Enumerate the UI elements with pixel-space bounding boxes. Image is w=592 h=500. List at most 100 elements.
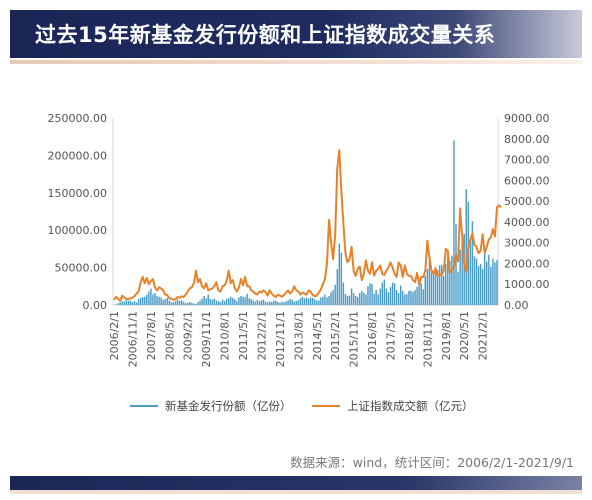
bar xyxy=(232,297,234,305)
bar xyxy=(297,300,300,305)
x-tick-label: 2006/2/1 xyxy=(108,311,121,360)
y-right-tick-label: 1000.00 xyxy=(504,278,550,291)
y-right-tick-label: 9000.00 xyxy=(504,112,550,125)
bar xyxy=(211,299,214,305)
bar xyxy=(248,298,250,305)
bar xyxy=(391,282,394,305)
bar xyxy=(373,293,375,305)
bar xyxy=(178,300,181,305)
bar xyxy=(375,290,377,305)
x-tick-label: 2016/8/1 xyxy=(366,311,379,360)
bar xyxy=(180,300,183,305)
bar xyxy=(385,288,388,305)
bar xyxy=(461,241,463,305)
bar xyxy=(348,295,351,305)
bar xyxy=(309,297,312,305)
bar xyxy=(438,265,441,305)
bar xyxy=(426,269,429,305)
y-right-tick-label: 6000.00 xyxy=(504,174,550,187)
bar xyxy=(359,293,361,305)
bar xyxy=(164,299,166,305)
bar xyxy=(146,294,148,305)
bar xyxy=(336,269,338,305)
bar xyxy=(338,243,340,305)
bar xyxy=(488,254,490,305)
x-tick-label: 2020/5/1 xyxy=(458,311,471,360)
bar xyxy=(137,299,140,305)
bar xyxy=(127,300,130,305)
bar xyxy=(230,296,232,305)
bar xyxy=(410,290,412,305)
x-tick-label: 2018/11/1 xyxy=(421,311,434,367)
bar xyxy=(387,292,390,305)
bar xyxy=(291,299,293,305)
bar xyxy=(201,298,203,305)
bar xyxy=(172,302,175,305)
bar xyxy=(189,302,191,305)
bar xyxy=(424,275,427,305)
bar xyxy=(453,140,455,305)
bar xyxy=(123,301,125,305)
bar xyxy=(227,298,230,305)
bar xyxy=(234,299,236,305)
bar xyxy=(473,256,476,305)
bar xyxy=(256,300,259,305)
bar xyxy=(393,283,396,305)
y-left-tick-label: 200000.00 xyxy=(48,149,108,162)
bar xyxy=(152,294,154,305)
bar xyxy=(434,266,437,305)
bar xyxy=(199,300,201,305)
bar xyxy=(184,303,187,305)
bar xyxy=(475,258,478,305)
bar xyxy=(428,260,431,305)
bar xyxy=(471,221,474,305)
bar xyxy=(238,297,240,305)
bar xyxy=(279,302,281,305)
bar xyxy=(299,298,302,305)
bar xyxy=(242,296,244,305)
bar xyxy=(158,296,160,305)
bar xyxy=(318,300,320,305)
bar xyxy=(119,302,121,305)
bar xyxy=(463,233,465,305)
bar xyxy=(377,294,379,305)
bar xyxy=(436,269,439,305)
bar xyxy=(328,296,330,305)
bottom-bar xyxy=(10,476,582,490)
bar xyxy=(144,296,146,305)
bar xyxy=(357,297,359,305)
source-note: 数据来源：wind，统计区间：2006/2/1-2021/9/1 xyxy=(290,455,574,470)
y-right-tick-label: 3000.00 xyxy=(504,237,550,250)
bar xyxy=(381,282,384,305)
bar xyxy=(141,297,144,305)
bar xyxy=(246,293,248,305)
x-tick-label: 2010/8/1 xyxy=(219,311,232,360)
bar xyxy=(365,294,367,305)
bar xyxy=(281,301,283,305)
bar xyxy=(483,252,486,305)
y-right-tick-label: 4000.00 xyxy=(504,216,550,229)
bar xyxy=(352,293,355,305)
bar xyxy=(266,302,269,305)
bar xyxy=(187,302,189,305)
bar xyxy=(264,301,267,305)
bar xyxy=(412,291,414,305)
bar xyxy=(176,299,179,305)
bar xyxy=(182,301,185,305)
bar xyxy=(311,297,314,305)
bar xyxy=(369,283,371,305)
bar xyxy=(443,275,445,305)
bar xyxy=(205,298,207,305)
y-left-tick-label: 150000.00 xyxy=(48,187,108,200)
bar xyxy=(277,302,279,305)
x-tick-label: 2006/11/1 xyxy=(126,311,139,367)
bar xyxy=(350,288,353,305)
bar xyxy=(219,302,222,305)
y-right-tick-label: 8000.00 xyxy=(504,133,550,146)
x-tick-label: 2021/2/1 xyxy=(477,311,490,360)
bar xyxy=(203,296,205,305)
bar xyxy=(406,294,408,305)
bar xyxy=(494,262,496,305)
bar xyxy=(213,298,216,305)
bar xyxy=(168,300,171,305)
